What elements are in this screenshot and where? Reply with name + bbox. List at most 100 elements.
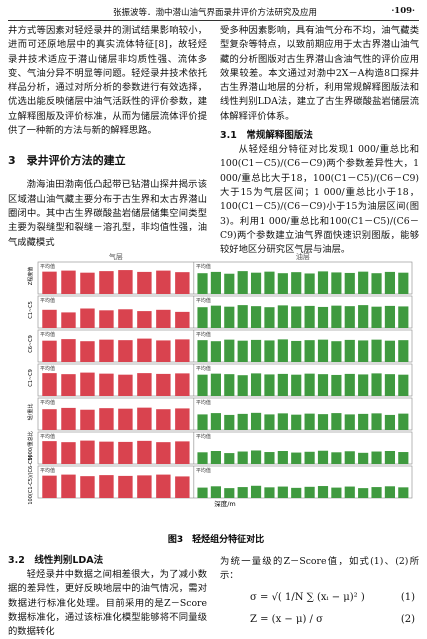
- bar: [137, 271, 152, 294]
- bar: [264, 374, 275, 396]
- bar: [175, 272, 190, 294]
- bar: [317, 339, 329, 362]
- bar: [237, 487, 248, 498]
- paragraph: 受多种因素影响，具有油气分布不均，油气藏类型复杂等特点，以致前期应用于太古界潜山…: [220, 25, 419, 122]
- bar: [250, 306, 262, 328]
- bar: [264, 307, 275, 328]
- panel-label: C1~C5: [28, 301, 34, 319]
- bar: [371, 487, 382, 498]
- bar: [371, 373, 382, 396]
- mean-label: 平均值: [40, 467, 55, 474]
- formula-body: σ = √( 1/N ∑ (xᵢ − μ)² ): [250, 591, 365, 603]
- bar: [175, 311, 190, 328]
- bar: [384, 374, 396, 396]
- bar: [118, 309, 133, 328]
- bar: [42, 373, 57, 396]
- left-column: 井方式等因素对轻烃录井的测试结果影响较小，进而可还原地层中的真实流体特征[8]，…: [8, 24, 207, 250]
- bar: [118, 374, 133, 396]
- bar: [237, 340, 248, 362]
- bar: [371, 306, 382, 328]
- bar: [197, 452, 208, 464]
- bar: [317, 374, 329, 396]
- bar: [291, 487, 302, 498]
- bar: [398, 413, 409, 430]
- bar: [237, 305, 248, 328]
- bar: [384, 271, 396, 294]
- bar: [80, 372, 95, 396]
- bar: [291, 414, 302, 430]
- bar: [80, 272, 95, 294]
- section-heading: 3 录井评价方法的建立: [8, 154, 126, 168]
- bar: [317, 486, 329, 498]
- bar: [210, 451, 221, 464]
- bar: [331, 341, 342, 362]
- paragraph: 为统一量级的Z－Score值，如式(1)、(2)所示：: [220, 556, 419, 582]
- bar: [210, 373, 221, 396]
- bar: [277, 305, 288, 328]
- bar: [344, 414, 355, 430]
- running-title: 张振波等．渤中潜山油气界面录井评价方法研究及应用: [113, 8, 318, 18]
- bar: [175, 339, 190, 362]
- bar: [304, 340, 315, 362]
- formula: σ = √( 1/N ∑ (xᵢ − μ)² ) (1): [220, 588, 419, 612]
- bar: [197, 340, 208, 362]
- bar: [291, 374, 302, 396]
- bar: [264, 414, 275, 430]
- bar: [331, 452, 342, 464]
- bar: [277, 273, 288, 294]
- bar: [384, 486, 396, 498]
- bar: [398, 452, 409, 464]
- bar: [61, 474, 76, 498]
- bar: [237, 413, 248, 430]
- bar: [344, 339, 355, 362]
- bar: [210, 413, 221, 430]
- bar: [304, 305, 315, 328]
- bar: [137, 373, 152, 396]
- bar: [291, 306, 302, 328]
- bar: [304, 486, 315, 498]
- bar: [277, 339, 288, 362]
- mean-label: 平均值: [196, 433, 211, 440]
- panel-label: C6~C9: [28, 335, 34, 353]
- bar: [61, 339, 76, 362]
- panel-label: Z程度值: [27, 267, 34, 285]
- bar: [224, 488, 235, 498]
- bar: [61, 374, 76, 396]
- bar: [210, 271, 221, 294]
- bar: [118, 441, 133, 464]
- bar: [137, 407, 152, 430]
- bar: [358, 413, 369, 430]
- bar: [99, 310, 114, 328]
- formula-number: (1): [400, 591, 415, 603]
- bar: [371, 273, 382, 294]
- bar: [61, 442, 76, 464]
- bar: [99, 339, 114, 362]
- bar: [156, 340, 171, 362]
- bar: [137, 440, 152, 464]
- mean-label: 平均值: [40, 399, 55, 406]
- formula: Z = (x − μ) / σ (2): [220, 612, 419, 632]
- bar: [224, 414, 235, 430]
- panel-label: 轻/重比: [27, 404, 34, 421]
- bar: [42, 475, 57, 498]
- bar: [264, 452, 275, 464]
- bar: [197, 273, 208, 294]
- x-axis-label: 深度/m: [214, 499, 236, 508]
- panel-label: 100(C1-C5)/(C6-C9): [28, 455, 34, 504]
- bar: [42, 441, 57, 464]
- bar: [210, 341, 221, 362]
- bar: [344, 373, 355, 396]
- bar: [224, 453, 235, 464]
- formula-number: (2): [400, 613, 415, 625]
- oil-label: 油层: [296, 252, 310, 261]
- bar: [277, 486, 288, 498]
- bar: [156, 442, 171, 464]
- bar: [264, 271, 275, 294]
- bar: [358, 271, 369, 294]
- page-number: ·109·: [391, 6, 415, 16]
- paragraph: 轻烃录井中数据之间相差很大，为了减小数据的差异性，更好反映地层中的油气情况，需对…: [8, 569, 207, 638]
- bar: [175, 373, 190, 396]
- paragraph: 井方式等因素对轻烃录井的测试结果影响较小，进而可还原地层中的真实流体特征[8]，…: [8, 25, 207, 137]
- bar: [80, 308, 95, 328]
- right-column: 受多种因素影响，具有油气分布不均，油气藏类型复杂等特点，以致前期应用于太古界潜山…: [220, 24, 419, 257]
